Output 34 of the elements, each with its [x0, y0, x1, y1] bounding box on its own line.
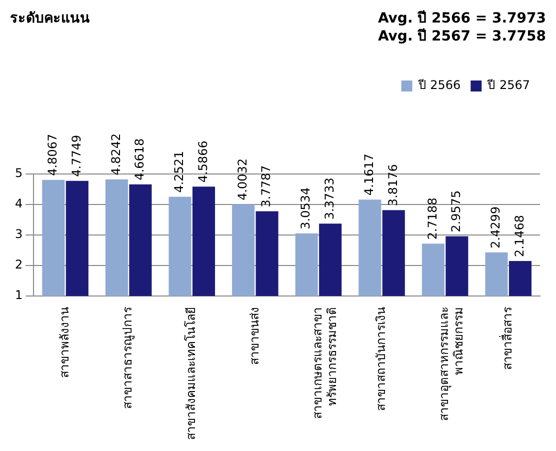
- data-label: 3.8176: [386, 164, 400, 206]
- text: Avg. ปี 2567 = 3.7758: [378, 28, 546, 45]
- x-tick-label: สาขาสาธารณูปการ: [120, 306, 136, 409]
- data-label: 4.0032: [235, 158, 250, 200]
- data-label: 2.7188: [425, 198, 440, 240]
- data-label: 4.2521: [172, 150, 186, 193]
- data-label: 4.7749: [69, 134, 84, 177]
- data-label: 4.8242: [108, 133, 123, 176]
- data-label: 3.3733: [322, 178, 336, 220]
- data-label: 2.1468: [512, 215, 526, 258]
- legend-label: ปี 2567: [486, 78, 530, 92]
- data-label: 4.6618: [132, 138, 147, 180]
- x-tick-label: สาขาสังคมและเทคโนโลยี: [184, 307, 198, 440]
- y-tick-label: 2: [14, 258, 23, 272]
- y-tick-label: 3: [14, 227, 23, 242]
- y-tick-label: 4: [14, 196, 23, 211]
- x-tick-label: สาขาสถาบันการเงิน: [374, 307, 388, 411]
- legend-label: ปี 2566: [417, 78, 461, 92]
- x-tick-label: สาขาเกษตรและสาขา ทรัพยากรธรรมชาติ: [310, 307, 339, 419]
- x-tick-label: สาขาอุตสาหกรรมและ พาณิชยกรรม: [437, 307, 466, 421]
- data-label: 2.4299: [488, 206, 503, 248]
- data-label: 4.8067: [46, 134, 60, 176]
- data-label: 4.1617: [362, 154, 376, 196]
- x-tick-label: สาขาขนส่ง: [247, 307, 262, 365]
- chart-title: ระดับคะแนน: [10, 10, 90, 27]
- x-tick-label: สาขาพลังงาน: [57, 307, 72, 378]
- y-tick-label: 5: [14, 166, 23, 180]
- data-label: 2.9575: [449, 190, 464, 232]
- data-label: 3.7787: [259, 165, 274, 208]
- text: Avg. ปี 2566 = 3.7973: [378, 10, 546, 27]
- y-tick-label: 1: [14, 288, 23, 302]
- data-label: 4.5866: [196, 140, 210, 183]
- data-label: 3.0534: [298, 187, 313, 230]
- x-tick-label: สาขาสื่อสาร: [498, 306, 514, 370]
